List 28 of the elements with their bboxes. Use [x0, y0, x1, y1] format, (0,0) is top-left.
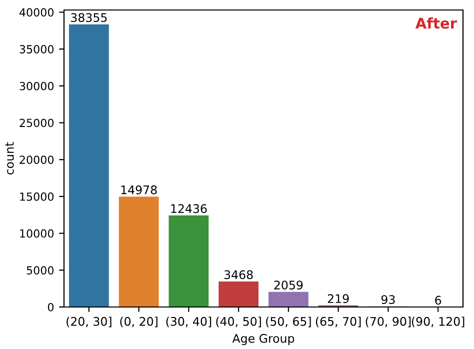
- y-tick-label: 25000: [20, 118, 54, 128]
- y-tick-label: 20000: [20, 156, 54, 164]
- y-tick-label: 0: [48, 302, 54, 312]
- data-label: 12436: [171, 204, 207, 214]
- data-label: 219: [328, 294, 349, 304]
- y-axis-title: count: [5, 142, 14, 174]
- x-tick-label: (65, 70]: [316, 316, 361, 328]
- x-tick-label: (40, 50]: [216, 316, 261, 328]
- data-label: 2059: [274, 280, 303, 290]
- data-label: 93: [381, 295, 395, 304]
- x-axis-title: Age Group: [232, 334, 294, 346]
- data-label: 14978: [121, 185, 157, 194]
- x-tick-label: (0, 20]: [120, 316, 158, 328]
- x-tick-label: (70, 90]: [366, 316, 411, 328]
- y-tick-label: 5000: [26, 266, 54, 275]
- x-tick-label: (50, 65]: [266, 316, 311, 328]
- y-tick-label: 10000: [20, 229, 54, 238]
- y-tick-label: 35000: [20, 45, 54, 54]
- y-tick-label: 40000: [19, 8, 54, 17]
- data-label: 3468: [224, 270, 253, 280]
- y-tick-label: 30000: [20, 82, 54, 90]
- data-label: 6: [435, 296, 442, 305]
- data-label: 38355: [71, 13, 107, 22]
- annotation: After: [415, 17, 457, 29]
- x-tick-label: (30, 40]: [166, 316, 212, 328]
- y-tick-label: 15000: [20, 192, 54, 201]
- x-tick-label: (90, 120]: [412, 316, 464, 328]
- x-tick-label: (20, 30]: [66, 316, 112, 328]
